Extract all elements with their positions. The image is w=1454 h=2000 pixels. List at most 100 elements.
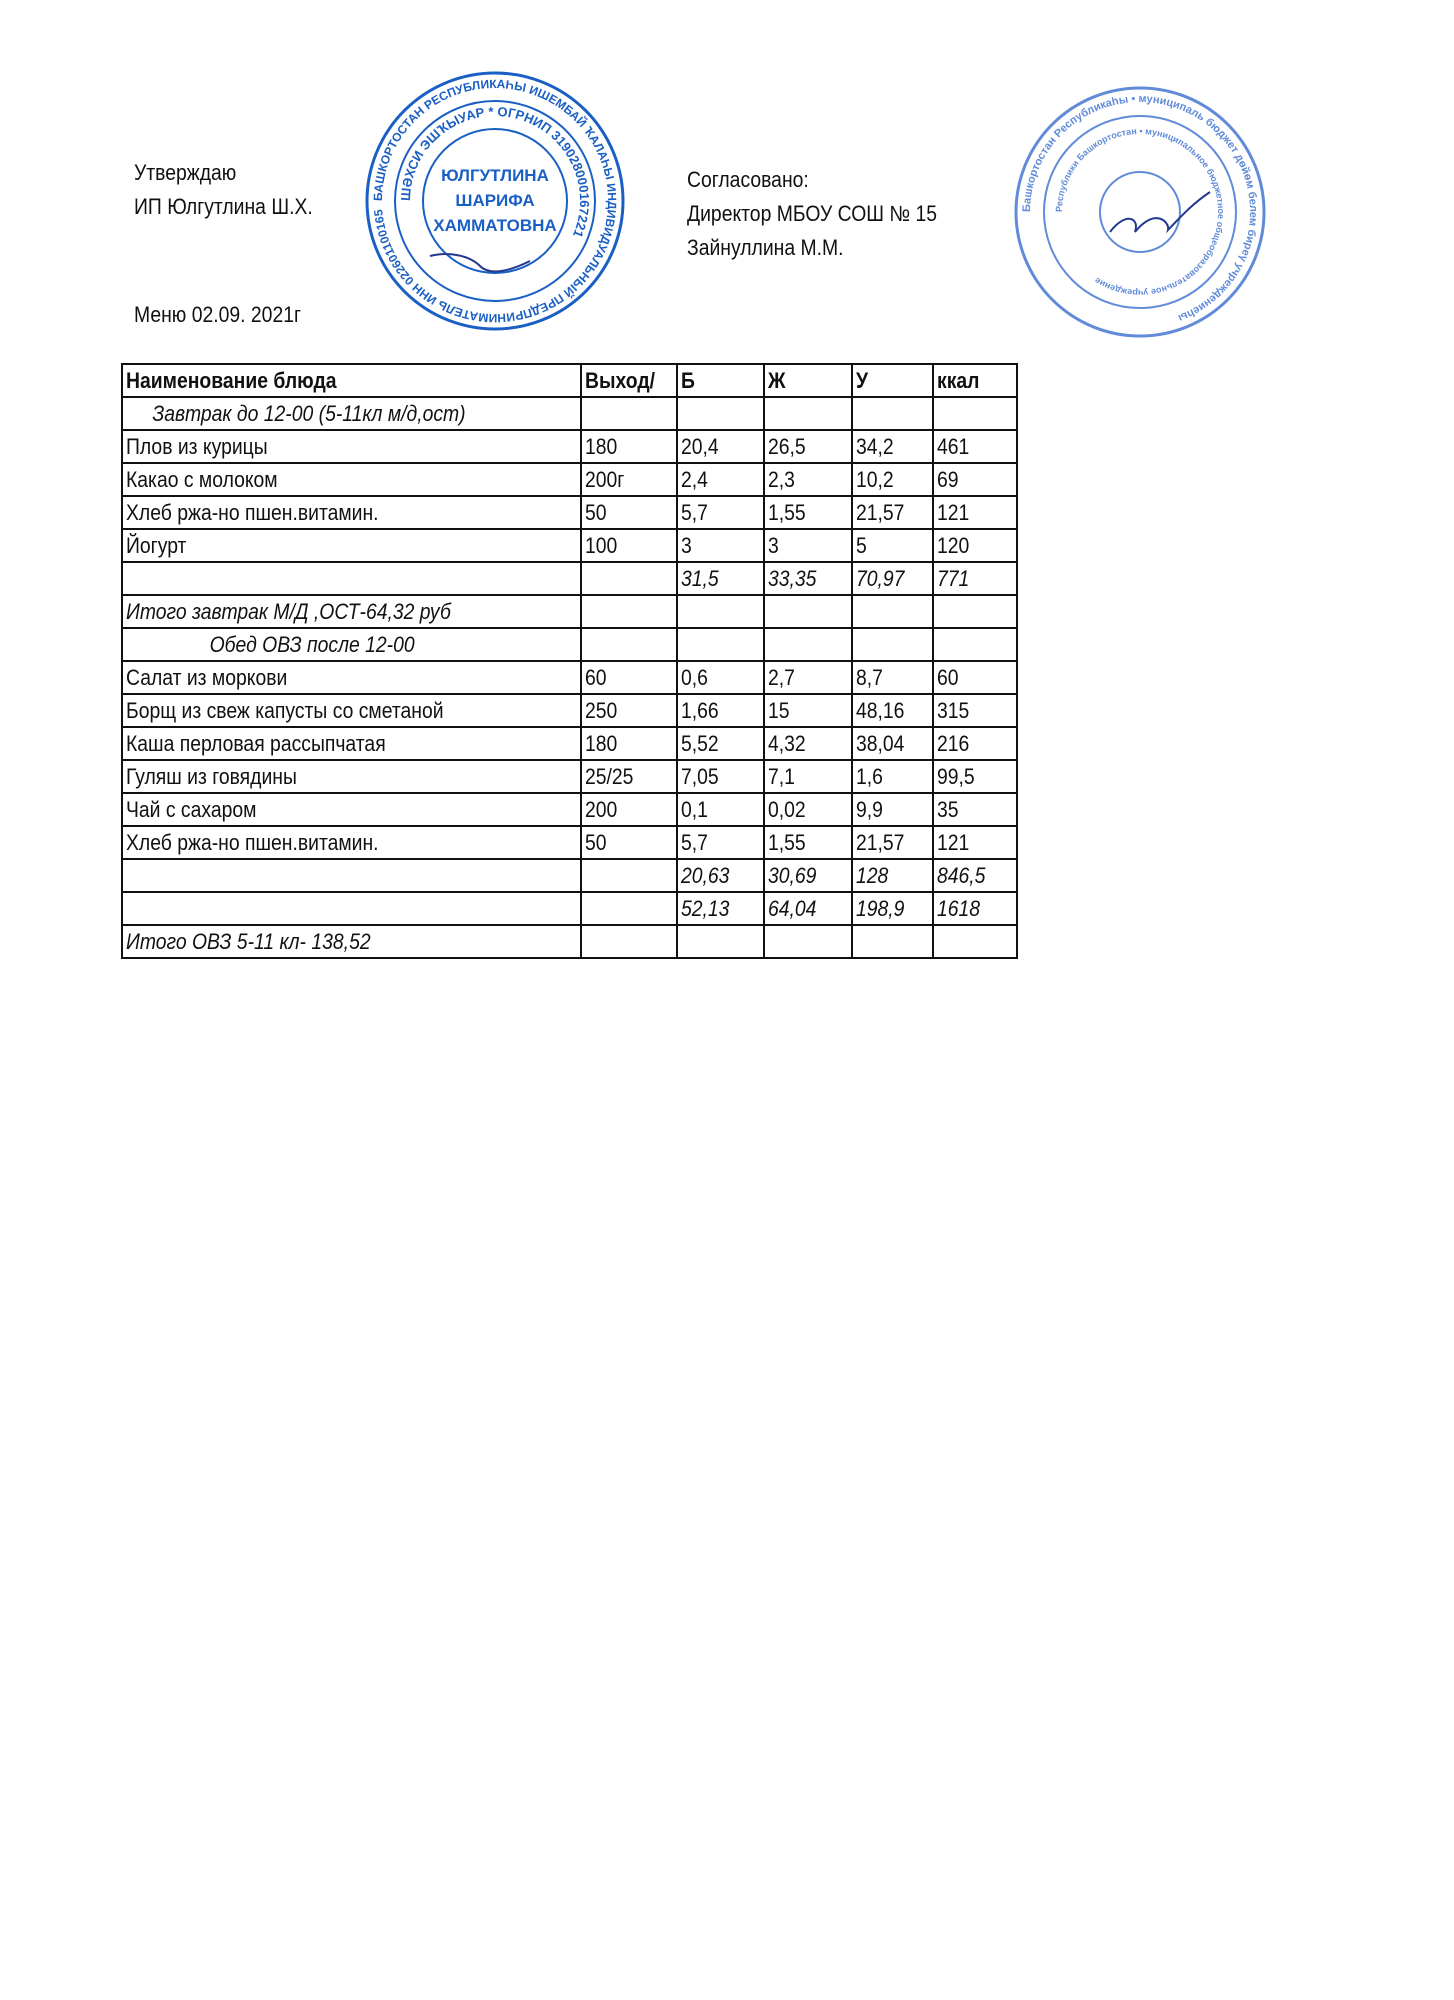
cell-text: Обед ОВЗ после 12-00 [209,631,415,657]
cell-dish-name: Хлеб ржа-но пшен.витамин. [121,495,582,530]
header-proteins: Б [676,363,765,398]
cell-text: 60 [937,664,959,690]
cell-text: 35 [937,796,959,822]
cell-proteins: 2,4 [676,462,765,497]
cell-kcal: 69 [932,462,1018,497]
cell-yield: 50 [580,825,678,860]
cell-carbs: 34,2 [851,429,934,464]
cell-text: Хлеб ржа-но пшен.витамин. [126,499,379,525]
cell-dish-name: Итого завтрак М/Д ,ОСТ-64,32 руб [121,594,582,629]
cell-kcal: 35 [932,792,1018,827]
cell-fats: 33,35 [763,561,853,596]
cell-text: Чай с сахаром [126,796,257,822]
cell-text: 50 [585,829,607,855]
cell-carbs: 9,9 [851,792,934,827]
approval-left-line1: Утверждаю [134,160,237,185]
cell-kcal: 846,5 [932,858,1018,893]
cell-text: 0,6 [681,664,708,690]
cell-proteins: 31,5 [676,561,765,596]
cell-fats: 2,7 [763,660,853,695]
cell-fats: 7,1 [763,759,853,794]
cell-carbs [851,594,934,629]
total-row: 52,13 64,04 198,9 1618 [121,891,1018,926]
cell-yield [580,891,678,926]
cell-fats: 2,3 [763,462,853,497]
cell-text: 25/25 [585,763,634,789]
cell-proteins [676,594,765,629]
cell-yield [580,396,678,431]
cell-carbs: 70,97 [851,561,934,596]
cell-dish-name: Йогурт [121,528,582,563]
cell-yield: 180 [580,429,678,464]
cell-kcal [932,924,1018,959]
header-fats: Ж [763,363,853,398]
cell-dish-name [121,891,582,926]
cell-text: 8,7 [856,664,883,690]
cell-text: 216 [937,730,970,756]
header-carbs: У [851,363,934,398]
table-row: Хлеб ржа-но пшен.витамин. 50 5,7 1,55 21,57 1… [121,495,1018,530]
cell-proteins: 5,52 [676,726,765,761]
cell-dish-name [121,561,582,596]
cell-dish-name: Плов из курицы [121,429,582,464]
cell-text: 26,5 [768,433,806,459]
approval-right-line2: Директор МБОУ СОШ № 15 [687,201,938,226]
header-label: Б [681,367,695,393]
table-row: Борщ из свеж капусты со сметаной 250 1,66 1… [121,693,1018,728]
total-row: Итого завтрак М/Д ,ОСТ-64,32 руб [121,594,1018,629]
approval-right-line1: Согласовано: [687,167,809,192]
cell-text: 200 [585,796,618,822]
cell-fats: 26,5 [763,429,853,464]
cell-text: 34,2 [856,433,894,459]
cell-text: 461 [937,433,970,459]
cell-text: 9,9 [856,796,883,822]
cell-fats [763,627,853,662]
cell-kcal: 315 [932,693,1018,728]
cell-yield: 25/25 [580,759,678,794]
cell-text: 121 [937,829,970,855]
cell-yield: 60 [580,660,678,695]
cell-text: 198,9 [856,895,905,921]
cell-yield [580,594,678,629]
header-yield: Выход/ [580,363,678,398]
cell-text: 5 [856,532,867,558]
cell-text: Завтрак до 12-00 (5-11кл м/д,ост) [152,400,466,426]
cell-text: 4,32 [768,730,806,756]
svg-text:ШАРИФА: ШАРИФА [455,191,534,210]
total-row: 20,63 30,69 128 846,5 [121,858,1018,893]
cell-yield: 180 [580,726,678,761]
cell-carbs: 1,6 [851,759,934,794]
cell-proteins [676,627,765,662]
cell-fats: 30,69 [763,858,853,893]
cell-text: 48,16 [856,697,905,723]
cell-text: 0,1 [681,796,708,822]
cell-proteins: 3 [676,528,765,563]
table-row: Гуляш из говядины 25/25 7,05 7,1 1,6 99,5 [121,759,1018,794]
header-kcal: ккал [932,363,1018,398]
right-stamp: Башкортостан Республикаһы • муниципаль б… [1014,86,1266,338]
cell-kcal: 461 [932,429,1018,464]
cell-text: 64,04 [768,895,817,921]
cell-kcal: 99,5 [932,759,1018,794]
cell-text: 180 [585,433,618,459]
cell-text: Плов из курицы [126,433,268,459]
table-row: Какао с молоком 200г 2,4 2,3 10,2 69 [121,462,1018,497]
cell-fats: 15 [763,693,853,728]
cell-text: Итого завтрак М/Д ,ОСТ-64,32 руб [126,598,451,624]
table-row: Плов из курицы 180 20,4 26,5 34,2 461 [121,429,1018,464]
cell-carbs [851,627,934,662]
table-row: Каша перловая рассыпчатая 180 5,52 4,32 38,0… [121,726,1018,761]
section-row: Обед ОВЗ после 12-00 [121,627,1018,662]
header-label: Выход/ [585,367,656,393]
cell-yield [580,561,678,596]
cell-kcal: 216 [932,726,1018,761]
cell-text: 31,5 [681,565,719,591]
approval-left-line2: ИП Юлгутлина Ш.Х. [134,194,313,219]
cell-proteins: 7,05 [676,759,765,794]
cell-text: 70,97 [856,565,905,591]
cell-kcal: 120 [932,528,1018,563]
header-dish-name: Наименование блюда [121,363,582,398]
cell-carbs: 48,16 [851,693,934,728]
cell-kcal: 121 [932,825,1018,860]
cell-text: 128 [856,862,889,888]
